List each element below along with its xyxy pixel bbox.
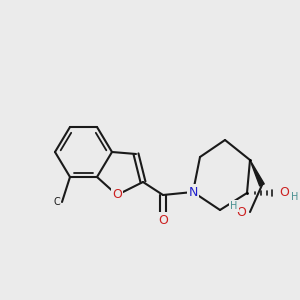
Text: O: O	[112, 188, 122, 202]
Text: O: O	[158, 214, 168, 226]
Text: C: C	[54, 197, 60, 207]
Text: O: O	[279, 187, 289, 200]
Text: H: H	[230, 201, 238, 211]
Polygon shape	[250, 160, 264, 186]
Text: O: O	[236, 206, 246, 218]
Text: H: H	[291, 192, 298, 202]
Text: N: N	[188, 185, 198, 199]
